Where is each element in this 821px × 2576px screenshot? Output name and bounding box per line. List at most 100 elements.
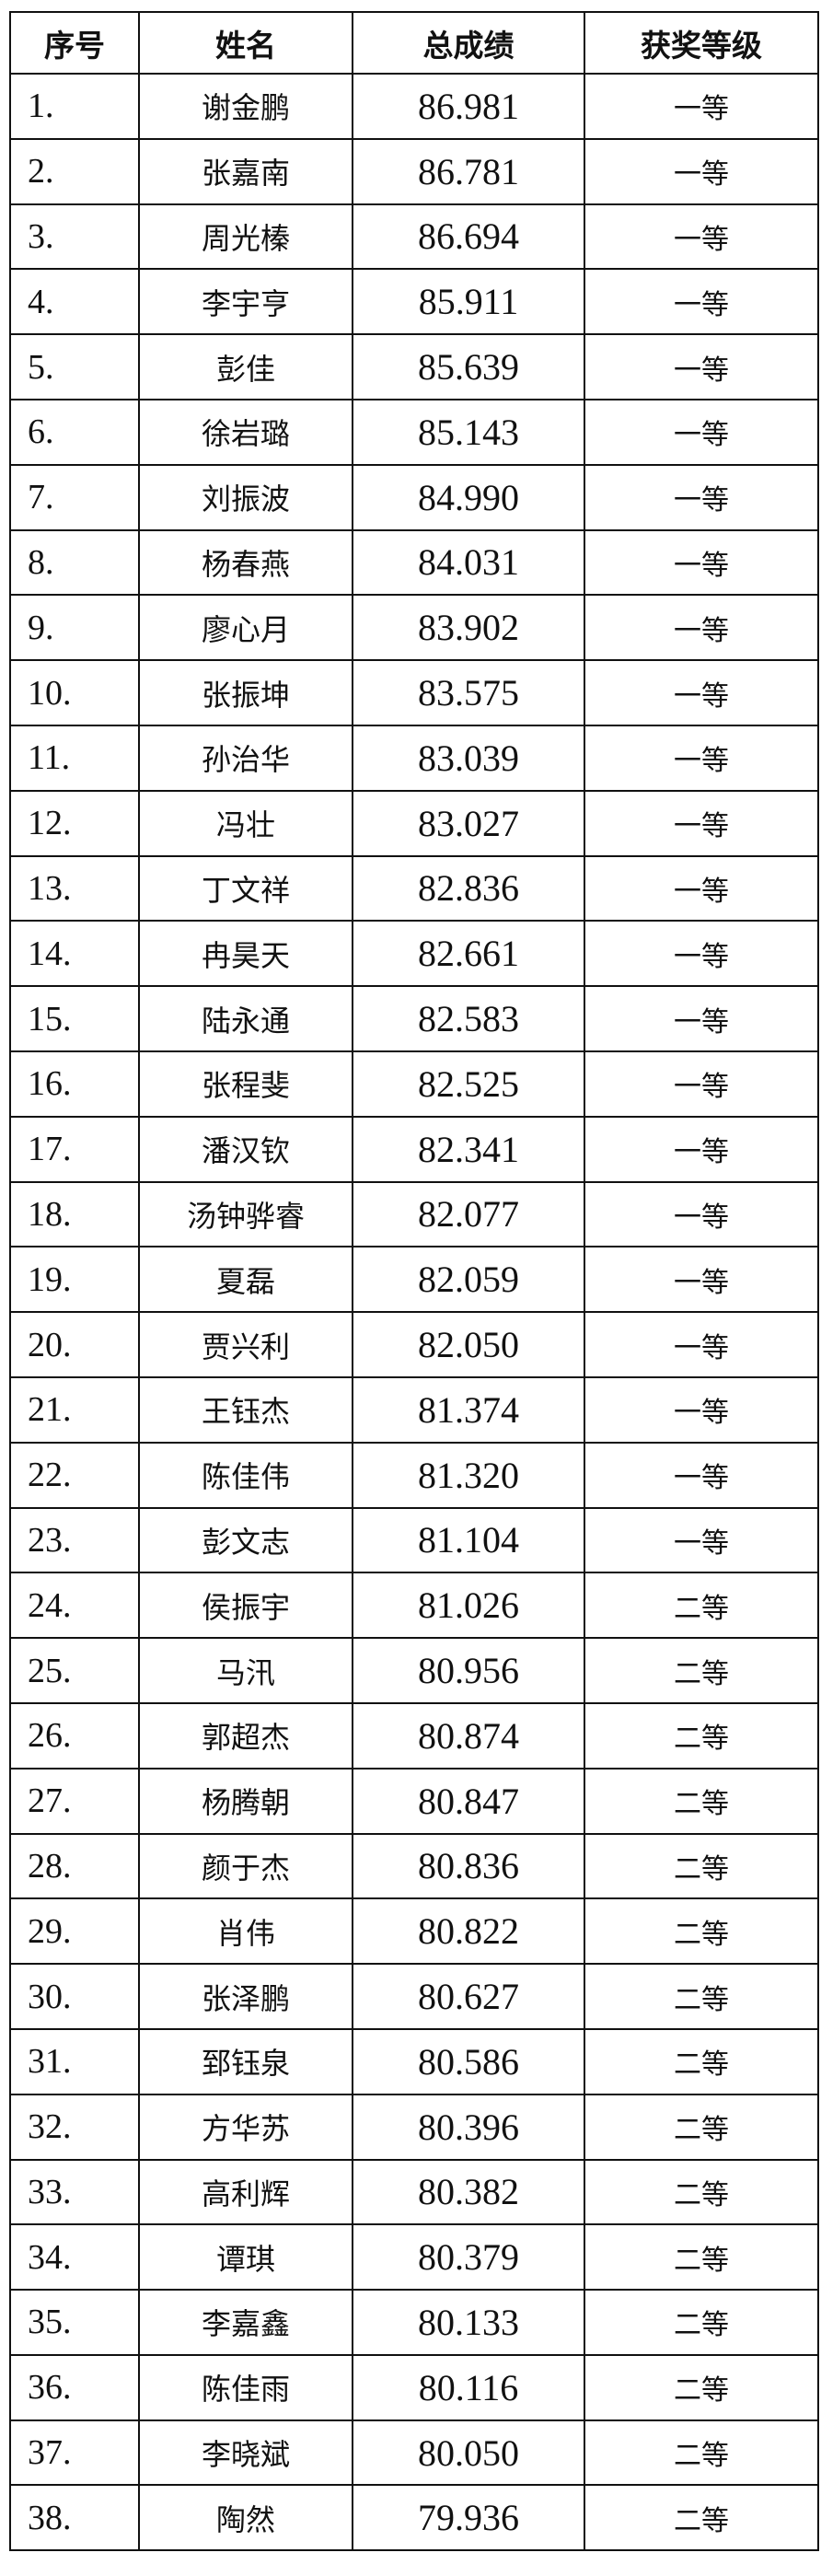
cell-index: 21. [9, 1375, 140, 1444]
cell-total-score: 84.990 [352, 463, 585, 531]
table-row: 19. 夏磊 82.059 一等 [9, 1246, 819, 1314]
cell-name: 李晓斌 [138, 2419, 353, 2487]
cell-name: 廖心月 [138, 594, 353, 662]
cell-name: 刘振波 [138, 463, 353, 531]
cell-award-level: 一等 [584, 594, 819, 662]
cell-award-level: 二等 [584, 2419, 819, 2487]
cell-index: 9. [9, 594, 140, 662]
table-row: 22. 陈佳伟 81.320 一等 [9, 1441, 819, 1509]
cell-award-level: 二等 [584, 1963, 819, 2030]
cell-award-level: 二等 [584, 2484, 819, 2552]
cell-award-level: 一等 [584, 333, 819, 400]
cell-index: 35. [9, 2289, 140, 2356]
cell-total-score: 80.116 [352, 2353, 585, 2421]
cell-award-level: 一等 [584, 73, 819, 140]
cell-total-score: 80.956 [352, 1637, 585, 1704]
cell-award-level: 一等 [584, 985, 819, 1052]
table-row: 5. 彭佳 85.639 一等 [9, 333, 819, 400]
table-row: 33. 高利辉 80.382 二等 [9, 2158, 819, 2226]
cell-award-level: 二等 [584, 2353, 819, 2421]
cell-award-level: 二等 [584, 2027, 819, 2095]
table-row: 24. 侯振宇 81.026 二等 [9, 1572, 819, 1640]
cell-award-level: 一等 [584, 789, 819, 857]
cell-index: 6. [9, 398, 140, 466]
cell-index: 36. [9, 2353, 140, 2421]
cell-index: 16. [9, 1050, 140, 1118]
cell-name: 高利辉 [138, 2158, 353, 2226]
cell-name: 陈佳伟 [138, 1441, 353, 1509]
cell-award-level: 一等 [584, 854, 819, 922]
table-row: 35. 李嘉鑫 80.133 二等 [9, 2289, 819, 2356]
cell-total-score: 85.911 [352, 268, 585, 336]
header-award-level: 获奖等级 [584, 11, 819, 75]
cell-name: 贾兴利 [138, 1311, 353, 1378]
cell-index: 37. [9, 2419, 140, 2487]
cell-total-score: 84.031 [352, 528, 585, 597]
cell-index: 3. [9, 203, 140, 271]
cell-name: 马汛 [138, 1637, 353, 1704]
cell-index: 18. [9, 1180, 140, 1248]
cell-total-score: 82.661 [352, 920, 585, 988]
table-row: 8. 杨春燕 84.031 一等 [9, 528, 819, 597]
cell-index: 30. [9, 1963, 140, 2030]
table-row: 32. 方华苏 80.396 二等 [9, 2093, 819, 2161]
cell-total-score: 82.059 [352, 1246, 585, 1314]
award-results-table: 序号 姓名 总成绩 获奖等级 1. 谢金鹏 86.981 一等 2. 张嘉南 86.781 一… [9, 11, 819, 2552]
cell-award-level: 二等 [584, 2093, 819, 2161]
cell-name: 张嘉南 [138, 137, 353, 205]
cell-index: 20. [9, 1311, 140, 1378]
table-row: 29. 肖伟 80.822 二等 [9, 1897, 819, 1966]
cell-index: 27. [9, 1767, 140, 1835]
table-body: 1. 谢金鹏 86.981 一等 2. 张嘉南 86.781 一等 3. 周光榛 86.694 一等 4… [9, 73, 819, 2552]
cell-award-level: 一等 [584, 528, 819, 597]
cell-award-level: 一等 [584, 268, 819, 336]
cell-name: 张振坤 [138, 659, 353, 726]
cell-award-level: 一等 [584, 463, 819, 531]
cell-total-score: 82.077 [352, 1180, 585, 1248]
table-row: 27. 杨腾朝 80.847 二等 [9, 1767, 819, 1835]
cell-index: 24. [9, 1572, 140, 1640]
table-row: 2. 张嘉南 86.781 一等 [9, 137, 819, 205]
cell-total-score: 81.104 [352, 1506, 585, 1574]
cell-award-level: 一等 [584, 1246, 819, 1314]
table-row: 7. 刘振波 84.990 一等 [9, 463, 819, 531]
table-row: 18. 汤钟骅睿 82.077 一等 [9, 1180, 819, 1248]
cell-total-score: 81.374 [352, 1375, 585, 1444]
cell-award-level: 二等 [584, 2223, 819, 2292]
cell-award-level: 二等 [584, 1767, 819, 1835]
cell-total-score: 86.781 [352, 137, 585, 205]
cell-index: 29. [9, 1897, 140, 1966]
cell-total-score: 80.847 [352, 1767, 585, 1835]
cell-index: 13. [9, 854, 140, 922]
cell-index: 15. [9, 985, 140, 1052]
cell-award-level: 一等 [584, 724, 819, 792]
cell-name: 徐岩璐 [138, 398, 353, 466]
table-row: 9. 廖心月 83.902 一等 [9, 594, 819, 662]
cell-name: 肖伟 [138, 1897, 353, 1966]
cell-index: 26. [9, 1701, 140, 1770]
cell-award-level: 一等 [584, 1115, 819, 1183]
cell-total-score: 82.525 [352, 1050, 585, 1118]
cell-index: 38. [9, 2484, 140, 2552]
cell-total-score: 80.874 [352, 1701, 585, 1770]
cell-total-score: 81.026 [352, 1572, 585, 1640]
cell-award-level: 二等 [584, 1897, 819, 1966]
cell-index: 28. [9, 1832, 140, 1900]
header-index: 序号 [9, 11, 140, 75]
cell-index: 12. [9, 789, 140, 857]
cell-award-level: 一等 [584, 137, 819, 205]
table-row: 23. 彭文志 81.104 一等 [9, 1506, 819, 1574]
cell-award-level: 一等 [584, 1311, 819, 1378]
table-row: 25. 马汛 80.956 二等 [9, 1637, 819, 1704]
cell-award-level: 二等 [584, 2289, 819, 2356]
cell-index: 33. [9, 2158, 140, 2226]
cell-name: 谢金鹏 [138, 73, 353, 140]
cell-name: 陶然 [138, 2484, 353, 2552]
cell-index: 2. [9, 137, 140, 205]
cell-award-level: 一等 [584, 1180, 819, 1248]
cell-index: 22. [9, 1441, 140, 1509]
cell-name: 陆永通 [138, 985, 353, 1052]
table-row: 36. 陈佳雨 80.116 二等 [9, 2353, 819, 2421]
header-total-score: 总成绩 [352, 11, 585, 75]
cell-total-score: 85.639 [352, 333, 585, 400]
